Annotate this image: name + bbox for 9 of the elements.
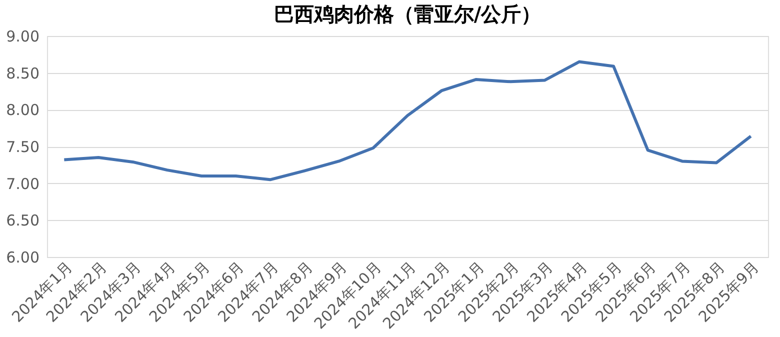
y-tick-label: 7.50 — [6, 138, 40, 156]
y-tick-label: 8.00 — [6, 101, 40, 120]
y-tick-label: 6.00 — [6, 248, 40, 266]
y-tick-label: 9.00 — [6, 28, 40, 46]
line-series — [62, 60, 752, 182]
y-tick-label: 6.50 — [6, 212, 40, 230]
chart-title: 巴西鸡肉价格（雷亚尔/公斤） — [274, 2, 542, 26]
y-tick-label: 8.50 — [6, 64, 40, 82]
y-tick-label: 7.00 — [6, 174, 40, 193]
